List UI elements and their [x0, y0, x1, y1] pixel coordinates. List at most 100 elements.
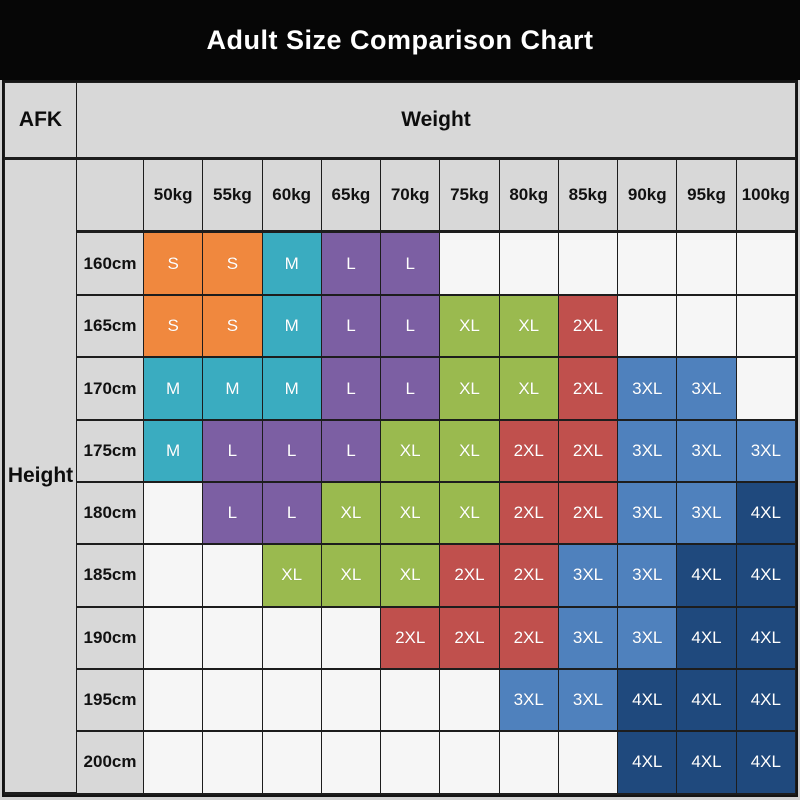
- size-cell: M: [142, 419, 204, 484]
- size-cell: XL: [261, 543, 322, 608]
- size-cell: M: [261, 356, 322, 421]
- table-row: 200cm 4XL 4XL 4XL: [5, 730, 797, 795]
- size-cell: 2XL: [557, 481, 619, 546]
- header-spacer-cell: [76, 158, 144, 233]
- empty-cell: [261, 668, 322, 733]
- size-cell: 2XL: [557, 419, 619, 484]
- size-cell: 4XL: [617, 668, 678, 733]
- empty-cell: [261, 730, 322, 795]
- empty-cell: [735, 356, 797, 421]
- size-cell: L: [261, 481, 322, 546]
- size-cell: 3XL: [617, 356, 678, 421]
- empty-cell: [617, 231, 678, 297]
- empty-cell: [676, 231, 737, 297]
- weight-column-header: 55kg: [202, 158, 263, 233]
- size-cell: XL: [498, 294, 559, 359]
- height-row-header: 185cm: [76, 543, 144, 608]
- size-comparison-table: AFK Weight Height 50kg 55kg 60kg 65kg 70kg 75k…: [4, 82, 797, 795]
- empty-cell: [735, 294, 797, 359]
- size-cell: 3XL: [557, 543, 619, 608]
- empty-cell: [617, 294, 678, 359]
- size-cell: M: [261, 231, 322, 297]
- weight-column-header: 80kg: [498, 158, 559, 233]
- size-cell: 4XL: [676, 730, 737, 795]
- size-cell: 2XL: [498, 481, 559, 546]
- size-cell: XL: [380, 419, 441, 484]
- size-cell: XL: [439, 356, 500, 421]
- size-cell: 3XL: [617, 419, 678, 484]
- size-cell: 2XL: [439, 606, 500, 670]
- axis-banner-row: AFK Weight: [4, 82, 796, 160]
- size-cell: 3XL: [617, 606, 678, 670]
- empty-cell: [142, 606, 204, 670]
- size-cell: 4XL: [735, 606, 797, 670]
- size-cell: 2XL: [380, 606, 441, 670]
- size-cell: L: [380, 356, 441, 421]
- size-cell: 3XL: [676, 481, 737, 546]
- size-cell: XL: [380, 543, 441, 608]
- size-cell: XL: [439, 419, 500, 484]
- size-cell: L: [380, 231, 441, 297]
- empty-cell: [142, 668, 204, 733]
- weight-column-header: 95kg: [676, 158, 737, 233]
- height-row-header: 170cm: [76, 356, 144, 421]
- title-bar: Adult Size Comparison Chart: [0, 0, 800, 80]
- height-row-header: 160cm: [76, 231, 144, 297]
- weight-column-header: 75kg: [439, 158, 500, 233]
- size-cell: XL: [439, 294, 500, 359]
- empty-cell: [439, 668, 500, 733]
- empty-cell: [676, 294, 737, 359]
- height-row-header: 175cm: [76, 419, 144, 484]
- height-row-header: 195cm: [76, 668, 144, 733]
- weight-column-header: 50kg: [142, 158, 204, 233]
- weight-column-header: 100kg: [735, 158, 797, 233]
- size-cell: XL: [380, 481, 441, 546]
- corner-label: AFK: [4, 82, 77, 160]
- height-row-header: 165cm: [76, 294, 144, 359]
- size-cell: 3XL: [557, 668, 619, 733]
- size-cell: M: [261, 294, 322, 359]
- empty-cell: [498, 730, 559, 795]
- height-row-header: 190cm: [76, 606, 144, 670]
- weight-column-header: 65kg: [320, 158, 382, 233]
- size-cell: L: [202, 481, 263, 546]
- size-cell: 2XL: [498, 606, 559, 670]
- size-cell: 3XL: [735, 419, 797, 484]
- table-row: 160cm S S M L L: [5, 231, 797, 297]
- size-cell: 4XL: [735, 543, 797, 608]
- size-cell: 3XL: [617, 481, 678, 546]
- weight-header-row: Height 50kg 55kg 60kg 65kg 70kg 75kg 80kg 85kg 90…: [4, 158, 797, 795]
- size-cell: 4XL: [676, 668, 737, 733]
- size-cell: S: [142, 231, 204, 297]
- size-cell: 2XL: [498, 543, 559, 608]
- size-cell: XL: [498, 356, 559, 421]
- size-cell: 2XL: [557, 356, 619, 421]
- empty-cell: [557, 730, 619, 795]
- size-cell: 4XL: [735, 730, 797, 795]
- empty-cell: [261, 606, 322, 670]
- size-cell: 4XL: [676, 543, 737, 608]
- size-cell: L: [320, 231, 382, 297]
- size-cell: 3XL: [676, 356, 737, 421]
- weight-axis-label: Weight: [76, 82, 796, 160]
- size-cell: XL: [320, 481, 382, 546]
- size-table-container: AFK Weight Height 50kg 55kg 60kg 65kg 70kg 75k…: [2, 80, 798, 797]
- size-cell: S: [202, 294, 263, 359]
- empty-cell: [557, 231, 619, 297]
- empty-cell: [320, 730, 382, 795]
- page-title: Adult Size Comparison Chart: [206, 24, 594, 55]
- size-cell: 3XL: [676, 419, 737, 484]
- size-cell: 4XL: [735, 481, 797, 546]
- empty-cell: [439, 231, 500, 297]
- empty-cell: [202, 606, 263, 670]
- empty-cell: [380, 668, 441, 733]
- table-row: 175cm M L L L XL XL 2XL 2XL 3XL 3XL 3XL: [5, 419, 797, 484]
- height-row-header: 180cm: [76, 481, 144, 546]
- weight-column-header: 60kg: [261, 158, 322, 233]
- empty-cell: [202, 543, 263, 608]
- empty-cell: [320, 668, 382, 733]
- size-cell: L: [380, 294, 441, 359]
- empty-cell: [202, 668, 263, 733]
- table-row: 165cm S S M L L XL XL 2XL: [5, 294, 797, 359]
